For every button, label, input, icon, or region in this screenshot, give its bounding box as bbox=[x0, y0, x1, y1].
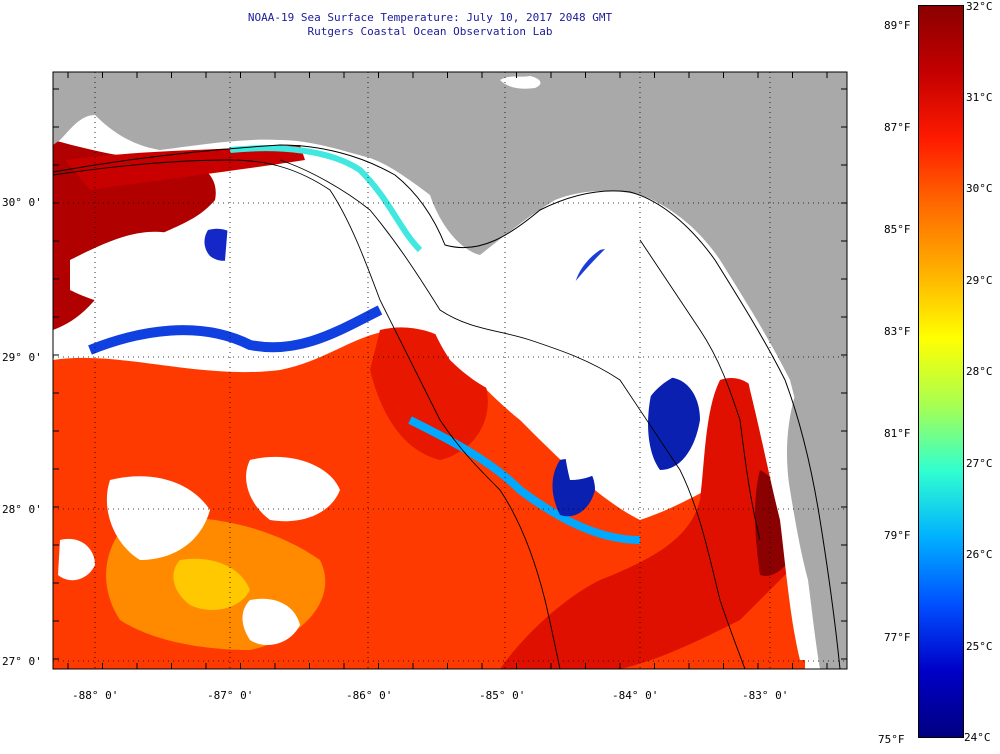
grid-ticks bbox=[53, 72, 847, 669]
map-frame bbox=[52, 71, 848, 670]
sst-red-east bbox=[500, 378, 800, 669]
map-title-line2: Rutgers Coastal Ocean Observation Lab bbox=[307, 25, 553, 38]
lon-label-87: -87° 0' bbox=[207, 689, 254, 702]
sst-hot-coast bbox=[65, 145, 305, 190]
cloud-west-large bbox=[70, 231, 193, 310]
temperature-colorbar bbox=[918, 5, 964, 738]
c-label-28: 28°C bbox=[966, 365, 993, 378]
c-label-25: 25°C bbox=[966, 640, 993, 653]
bathymetry-contour-2 bbox=[279, 159, 746, 669]
f-label-83: 83°F bbox=[884, 325, 911, 338]
lon-label-83: -83° 0' bbox=[742, 689, 789, 702]
c-label-32: 32°C bbox=[966, 0, 993, 13]
sst-cyan-north bbox=[229, 145, 423, 253]
f-label-89: 89°F bbox=[884, 19, 911, 32]
map-title-line1: NOAA-19 Sea Surface Temperature: July 10… bbox=[247, 11, 613, 24]
c-label-29: 29°C bbox=[966, 274, 993, 287]
c-label-31: 31°C bbox=[966, 91, 993, 104]
sst-cool-band-north bbox=[88, 305, 383, 355]
lat-label-27: 27° 0' bbox=[2, 655, 42, 668]
f-label-77: 77°F bbox=[884, 631, 911, 644]
cloud-gulf-center bbox=[419, 247, 583, 403]
land-gulf-coast bbox=[53, 72, 847, 560]
c-label-30: 30°C bbox=[966, 182, 993, 195]
sst-cold-east bbox=[648, 377, 700, 470]
cloud-big-bend bbox=[560, 200, 740, 480]
c-label-26: 26°C bbox=[966, 548, 993, 561]
f-label-79: 79°F bbox=[884, 529, 911, 542]
f-label-81: 81°F bbox=[884, 427, 911, 440]
sst-cool-band-central bbox=[408, 416, 641, 544]
cloud-southwest bbox=[106, 476, 210, 560]
coastline bbox=[53, 144, 841, 669]
cloud-south-2 bbox=[242, 598, 300, 645]
lat-label-29: 29° 0' bbox=[2, 351, 42, 364]
c-label-24: 24°C bbox=[964, 731, 991, 744]
lat-label-30: 30° 0' bbox=[2, 196, 42, 209]
land-florida-peninsula bbox=[787, 380, 847, 669]
bathymetry-contour-1 bbox=[53, 159, 561, 669]
f-label-75: 75°F bbox=[878, 733, 905, 746]
sst-yellow-patch bbox=[173, 558, 250, 610]
lat-label-28: 28° 0' bbox=[2, 503, 42, 516]
land-cuba-snippet bbox=[500, 76, 541, 89]
cloud-central-large bbox=[225, 193, 373, 330]
cloud-southwest-2 bbox=[58, 538, 95, 581]
map-title: NOAA-19 Sea Surface Temperature: July 10… bbox=[0, 11, 860, 39]
bathymetry-contour-3 bbox=[639, 239, 761, 541]
lon-label-88: -88° 0' bbox=[72, 689, 119, 702]
c-label-27: 27°C bbox=[966, 457, 993, 470]
lon-label-86: -86° 0' bbox=[346, 689, 393, 702]
lon-label-85: -85° 0' bbox=[479, 689, 526, 702]
f-label-87: 87°F bbox=[884, 121, 911, 134]
f-label-85: 85°F bbox=[884, 223, 911, 236]
lon-label-84: -84° 0' bbox=[612, 689, 659, 702]
cloud-south-center bbox=[246, 456, 340, 522]
